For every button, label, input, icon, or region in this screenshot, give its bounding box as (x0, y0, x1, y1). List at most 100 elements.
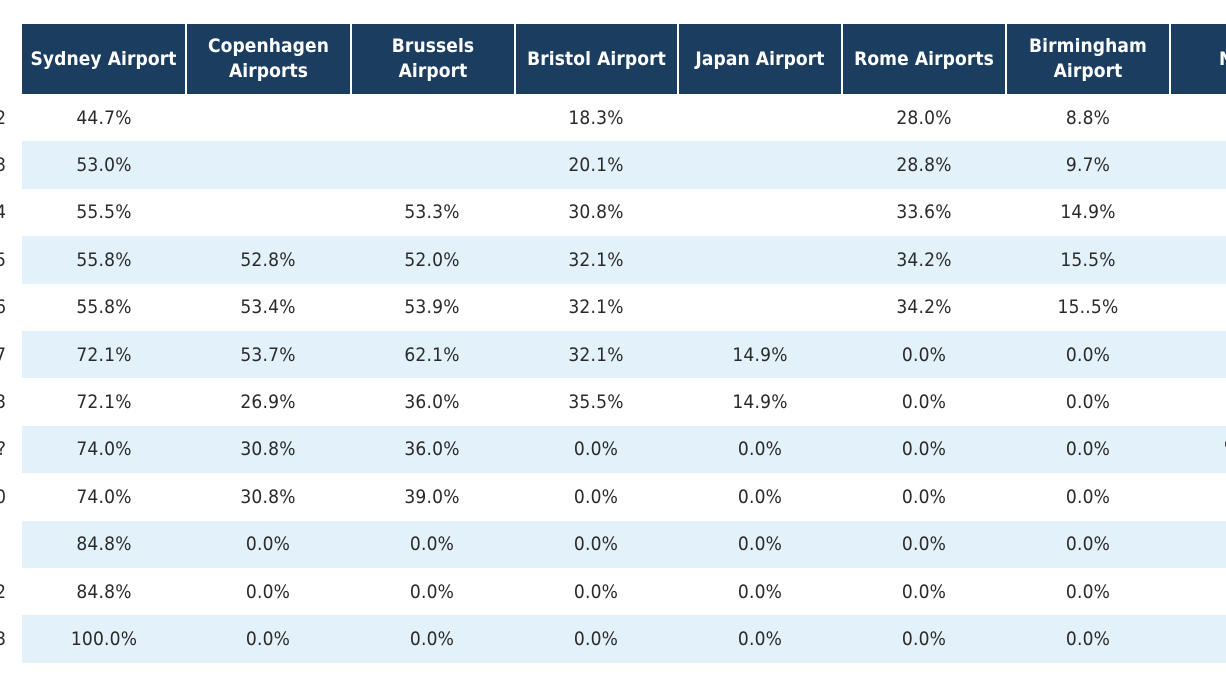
table-cell: 30.8% (240, 438, 296, 461)
table-cell (1151, 568, 1226, 615)
header-label: Brussels Airport (391, 35, 475, 82)
table-cell: 33.6% (896, 201, 952, 224)
table-cell: 0.0% (737, 485, 783, 508)
table-cell: 0.0% (901, 533, 947, 556)
table-cell (1151, 473, 1226, 520)
header-label: Rome Airports (854, 47, 994, 70)
table-cell (1151, 141, 1226, 188)
table-row: ? 74.0% 30.8% 36.0% 0.0% 0.0% 0.0% 0.0% ' (0, 425, 1226, 474)
table-cell (685, 141, 835, 188)
table-cell: 0.0% (409, 533, 455, 556)
header-label: Japan Airport (695, 47, 825, 70)
table-cell: 0.0% (737, 627, 783, 650)
table-cell: 53.9% (404, 296, 460, 319)
table-row: 4 55.5% 53.3% 30.8% 33.6% 14.9% (0, 189, 1226, 236)
table-cell: 0.0% (573, 533, 619, 556)
table-cell: 0.0% (245, 580, 291, 603)
table-cell: 53.7% (240, 343, 296, 366)
table-cell: 35.5% (568, 391, 624, 414)
table-cell: 0.0% (1065, 343, 1111, 366)
table-cell: 62.1% (404, 343, 460, 366)
table-cell (1151, 615, 1226, 662)
table-cell: 0.0% (245, 533, 291, 556)
table-cell: 84.8% (76, 533, 132, 556)
table-cell: 53.0% (76, 154, 132, 177)
table-cell: 32.1% (568, 343, 624, 366)
table-cell (685, 284, 835, 331)
table-cell (685, 94, 835, 141)
table-cell: 0.0% (901, 438, 947, 461)
table-cell: 0.0% (409, 627, 455, 650)
row-label: 3 (0, 154, 6, 177)
row-label: ? (0, 426, 6, 473)
table-cell: 53.3% (404, 201, 460, 224)
table-cell: 30.8% (240, 485, 296, 508)
table-cell: 15..5% (1057, 296, 1119, 319)
row-background (22, 330, 1226, 379)
table-row: 84.8% 0.0% 0.0% 0.0% 0.0% 0.0% 0.0% (0, 520, 1226, 568)
airport-table: Sydney Airport Copenhagen Airports Bruss… (0, 24, 1226, 663)
table-cell: 0.0% (573, 438, 619, 461)
row-label: 2 (0, 106, 6, 129)
table-cell: ' (1151, 426, 1226, 473)
table-cell: 0.0% (737, 580, 783, 603)
table-cell: 28.0% (896, 106, 952, 129)
row-label: 4 (0, 201, 6, 224)
table-body: 2 44.7% 18.3% 28.0% 8.8% 3 53.0% 20.1% 28.8% 9.7%… (0, 94, 1226, 663)
table-row: 3 100.0% 0.0% 0.0% 0.0% 0.0% 0.0% 0.0% (0, 615, 1226, 663)
table-row: 6 55.8% 53.4% 53.9% 32.1% 34.2% 15..5% (0, 284, 1226, 331)
table-header: Sydney Airport Copenhagen Airports Bruss… (0, 24, 1226, 94)
table-cell: 0.0% (1065, 391, 1111, 414)
table-cell: 0.0% (737, 438, 783, 461)
table-cell: 72.1% (76, 343, 132, 366)
table-cell: 0.0% (1065, 485, 1111, 508)
table-cell: 26.9% (240, 391, 296, 414)
table-cell: 18.3% (568, 106, 624, 129)
header-cell-sydney: Sydney Airport (22, 24, 185, 94)
table-row: 3 72.1% 26.9% 36.0% 35.5% 14.9% 0.0% 0.0% (0, 378, 1226, 425)
header-label: Copenhagen Airports (207, 35, 329, 82)
table-cell (685, 236, 835, 283)
table-cell: 0.0% (573, 627, 619, 650)
table-cell: 0.0% (901, 580, 947, 603)
table-cell: 0.0% (901, 485, 947, 508)
row-label: 6 (0, 296, 6, 319)
table-cell: 72.1% (76, 391, 132, 414)
table-cell: 14.9% (732, 391, 788, 414)
table-cell: 0.0% (1065, 580, 1111, 603)
row-background (22, 236, 1226, 284)
table-row: 2 84.8% 0.0% 0.0% 0.0% 0.0% 0.0% 0.0% (0, 568, 1226, 615)
header-label: Birmingham Airport (1029, 35, 1147, 82)
table-cell: 0.0% (573, 485, 619, 508)
row-label: 0 (0, 485, 6, 508)
row-label: 7 (0, 343, 6, 366)
table-cell: 0.0% (409, 580, 455, 603)
row-label: 5 (0, 248, 6, 271)
table-cell: 34.2% (896, 296, 952, 319)
table-cell: 36.0% (404, 391, 460, 414)
table-cell (1151, 284, 1226, 331)
table-cell: 0.0% (1065, 533, 1111, 556)
table-row: 0 74.0% 30.8% 39.0% 0.0% 0.0% 0.0% 0.0% (0, 473, 1226, 520)
table-cell: 28.8% (896, 154, 952, 177)
table-cell: 74.0% (76, 485, 132, 508)
table-cell: 0.0% (737, 533, 783, 556)
table-cell: 39.0% (404, 485, 460, 508)
table-cell: 0.0% (245, 627, 291, 650)
row-background (22, 141, 1226, 189)
table-cell: 0.0% (1065, 627, 1111, 650)
table-cell (193, 189, 343, 236)
table-cell: 55.8% (76, 296, 132, 319)
table-cell: 14.9% (1060, 201, 1116, 224)
row-label: 2 (0, 580, 6, 603)
table-cell (357, 141, 507, 188)
table-cell: 30.8% (568, 201, 624, 224)
table-cell (1151, 521, 1226, 568)
table-cell: 52.0% (404, 248, 460, 271)
table-cell: 0.0% (901, 627, 947, 650)
header-label: Bristol Airport (527, 47, 666, 70)
table-cell: 53.4% (240, 296, 296, 319)
table-cell: 44.7% (76, 106, 132, 129)
table-cell: 15.5% (1060, 248, 1116, 271)
table-row: 7 72.1% 53.7% 62.1% 32.1% 14.9% 0.0% 0.0% (0, 330, 1226, 379)
